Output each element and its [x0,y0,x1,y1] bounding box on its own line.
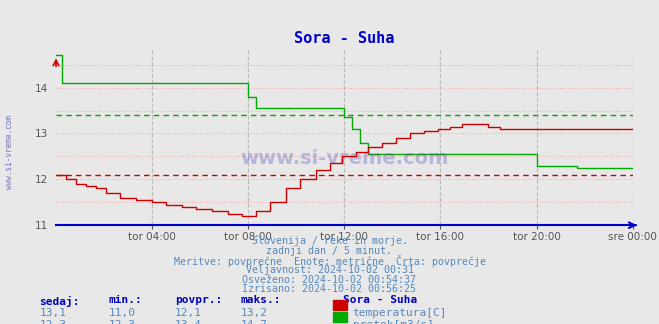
Text: 13,2: 13,2 [241,308,268,318]
Text: 13,4: 13,4 [175,320,202,324]
Text: 12,3: 12,3 [109,320,136,324]
Text: sedaj:: sedaj: [40,295,80,307]
Text: min.:: min.: [109,295,142,306]
Text: Meritve: povprečne  Enote: metrične  Črta: povprečje: Meritve: povprečne Enote: metrične Črta:… [173,255,486,267]
Text: Osveženo: 2024-10-02 00:54:37: Osveženo: 2024-10-02 00:54:37 [243,275,416,285]
Text: Sora - Suha: Sora - Suha [343,295,417,306]
Text: 11,0: 11,0 [109,308,136,318]
Text: 13,1: 13,1 [40,308,67,318]
Text: povpr.:: povpr.: [175,295,222,306]
Text: zadnji dan / 5 minut.: zadnji dan / 5 minut. [266,246,393,256]
Text: www.si-vreme.com: www.si-vreme.com [5,115,14,189]
Text: pretok[m3/s]: pretok[m3/s] [353,320,434,324]
Title: Sora - Suha: Sora - Suha [294,31,395,46]
Text: Izrisano: 2024-10-02 00:56:25: Izrisano: 2024-10-02 00:56:25 [243,284,416,295]
Text: 12,1: 12,1 [175,308,202,318]
Text: 14,7: 14,7 [241,320,268,324]
Text: Slovenija / reke in morje.: Slovenija / reke in morje. [252,236,407,246]
Text: www.si-vreme.com: www.si-vreme.com [240,149,449,168]
Text: temperatura[C]: temperatura[C] [353,308,447,318]
Text: Veljavnost: 2024-10-02 00:31: Veljavnost: 2024-10-02 00:31 [246,265,413,275]
Text: 12,3: 12,3 [40,320,67,324]
Text: maks.:: maks.: [241,295,281,306]
